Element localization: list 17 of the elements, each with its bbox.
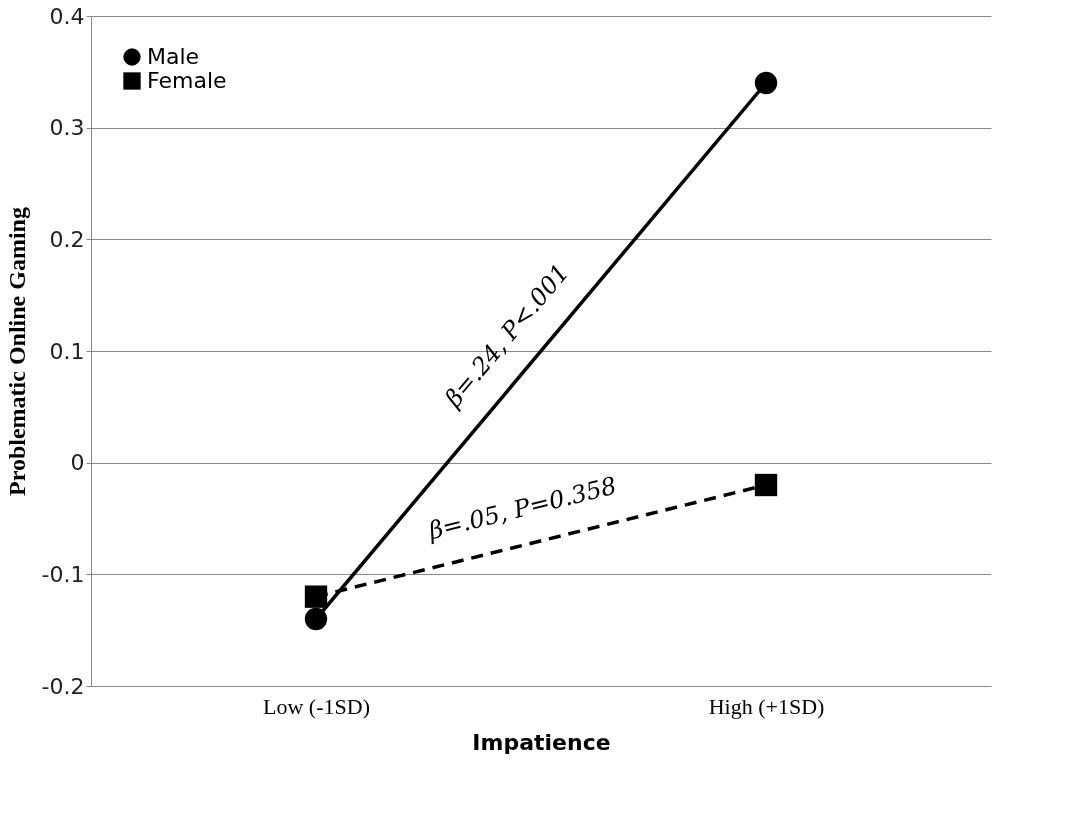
x-tick-label: Low (-1SD) <box>263 693 370 719</box>
y-tick-label: 0 <box>70 450 85 476</box>
y-tick-label: 0.2 <box>49 226 85 252</box>
y-axis-title: Problematic Online Gaming <box>3 207 30 496</box>
x-axis-title: Impatience <box>472 729 611 755</box>
y-tick-label: -0.1 <box>41 561 85 587</box>
y-tick-label: 0.1 <box>49 338 85 364</box>
legend-label: Female <box>147 68 227 93</box>
point <box>754 71 778 95</box>
legend-label: Male <box>147 44 200 69</box>
y-tick-label: 0.3 <box>49 115 85 141</box>
x-tick-label: High (+1SD) <box>708 693 825 719</box>
point <box>304 607 328 631</box>
point <box>304 585 328 608</box>
y-tick-label: 0.4 <box>49 3 85 29</box>
point <box>754 473 778 497</box>
y-tick-label: -0.2 <box>41 673 85 699</box>
